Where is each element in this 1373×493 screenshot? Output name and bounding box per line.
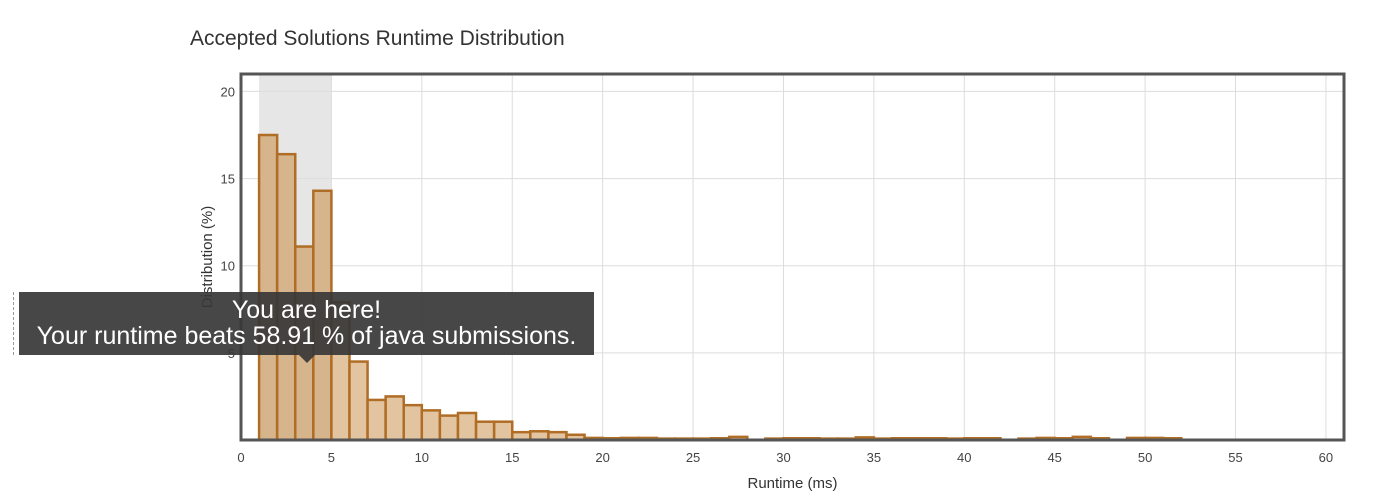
x-tick-label: 15 <box>505 450 519 465</box>
tooltip-message: Your runtime beats 58.91 % of java submi… <box>36 322 577 350</box>
x-tick-label: 20 <box>595 450 609 465</box>
x-tick-label: 40 <box>957 450 971 465</box>
chart-title: Accepted Solutions Runtime Distribution <box>190 27 565 50</box>
x-tick-label: 50 <box>1138 450 1152 465</box>
y-axis-title: Distribution (%) <box>199 206 216 309</box>
y-tick-label: 10 <box>221 259 235 274</box>
histogram-bar <box>257 133 279 442</box>
histogram-bar <box>402 403 424 442</box>
x-tick-label: 30 <box>776 450 790 465</box>
histogram-bar <box>348 360 369 442</box>
histogram-bar <box>366 398 387 442</box>
histogram-bar <box>384 395 405 442</box>
y-tick-label: 20 <box>221 84 235 99</box>
tooltip-left-edge <box>13 292 15 355</box>
histogram-bar <box>420 409 442 442</box>
x-tick-label: 5 <box>328 450 335 465</box>
x-axis-title: Runtime (ms) <box>747 475 837 492</box>
x-tick-label: 10 <box>415 450 429 465</box>
y-tick-label: 15 <box>221 172 235 187</box>
x-tick-label: 25 <box>686 450 700 465</box>
histogram-bar <box>438 414 460 442</box>
histogram-bar <box>492 420 514 442</box>
x-tick-label: 0 <box>237 450 244 465</box>
plot-frame <box>239 72 1346 442</box>
x-tick-label: 35 <box>867 450 881 465</box>
x-tick-label: 60 <box>1319 450 1333 465</box>
histogram-bar <box>474 420 496 442</box>
runtime-tooltip: You are here! Your runtime beats 58.91 %… <box>13 292 594 363</box>
x-tick-label: 55 <box>1228 450 1242 465</box>
tooltip-pointer <box>299 355 315 363</box>
histogram-bar <box>456 411 478 442</box>
x-tick-label: 45 <box>1047 450 1061 465</box>
tooltip-heading: You are here! <box>231 296 382 324</box>
